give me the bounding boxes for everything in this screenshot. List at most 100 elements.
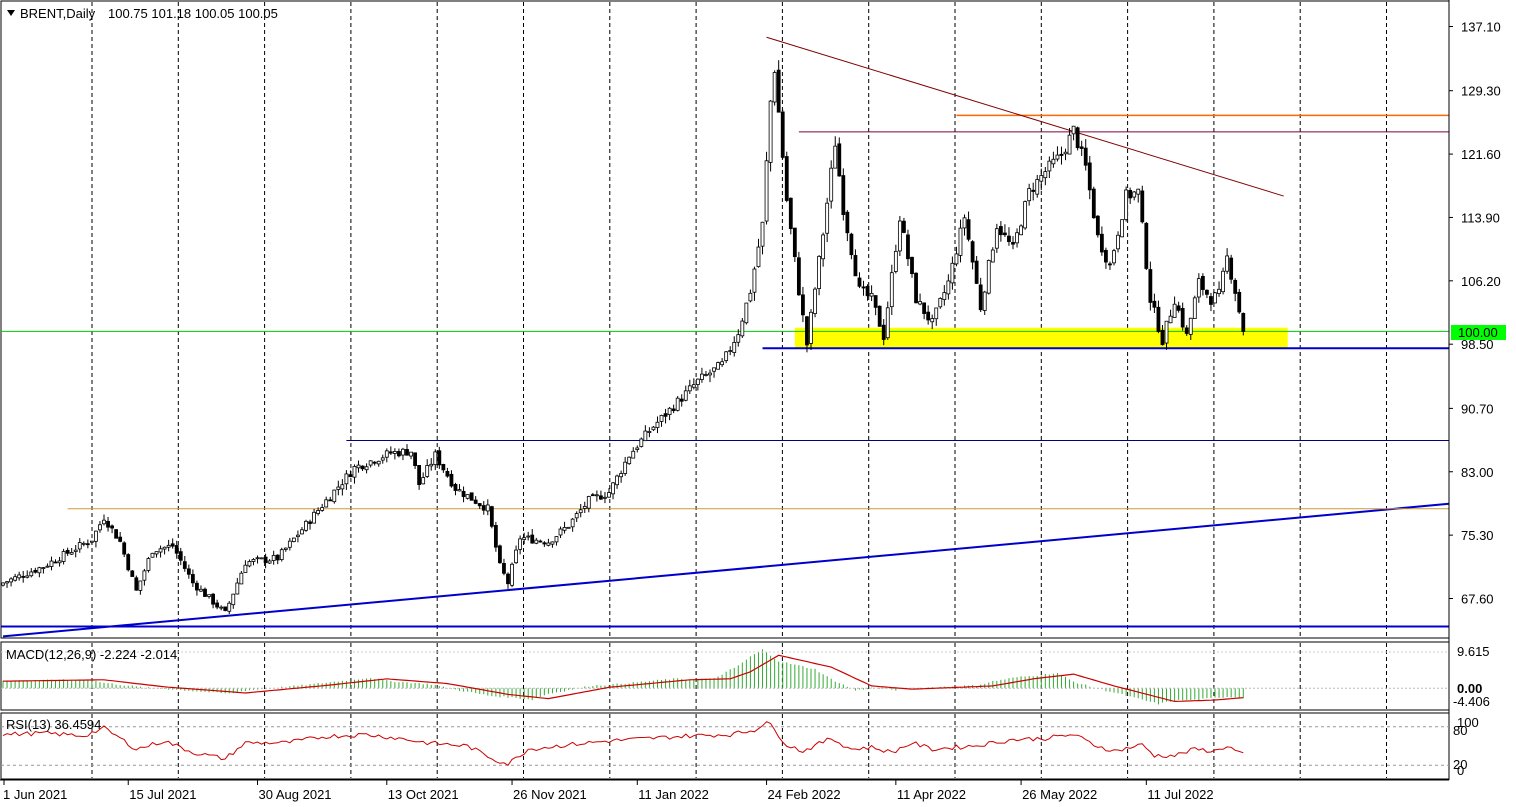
candle-down — [841, 175, 846, 215]
candle-up — [219, 606, 224, 609]
candle-up — [77, 542, 82, 550]
candle-down — [360, 465, 365, 470]
candle-down — [469, 492, 474, 501]
candle-up — [380, 457, 385, 461]
candle-up — [166, 544, 171, 548]
candle-up — [954, 253, 959, 265]
candle-up — [25, 575, 30, 578]
candle-up — [162, 546, 167, 550]
candle-down — [178, 551, 183, 561]
candle-down — [126, 554, 131, 571]
candle-up — [691, 384, 696, 388]
candle-up — [1023, 201, 1028, 229]
candle-up — [1019, 225, 1023, 236]
candle-up — [154, 551, 159, 555]
current-price-label: 100.00 — [1458, 325, 1498, 340]
candle-up — [510, 563, 514, 586]
candle-down — [776, 69, 781, 113]
candle-up — [300, 529, 304, 535]
candle-down — [1156, 306, 1161, 332]
price-tick-label: 106.20 — [1461, 274, 1501, 289]
candle-down — [1007, 235, 1011, 242]
candle-down — [85, 543, 90, 546]
candle-up — [251, 559, 256, 562]
candle-up — [821, 234, 826, 260]
candle-down — [122, 542, 127, 555]
candle-down — [1152, 300, 1157, 308]
candle-down — [1209, 296, 1213, 305]
candle-down — [441, 464, 446, 471]
price-tick-label: 137.10 — [1461, 20, 1501, 35]
candle-down — [1176, 305, 1181, 311]
candle-down — [1233, 279, 1238, 294]
candle-up — [291, 537, 296, 542]
candle-up — [336, 486, 341, 490]
candle-up — [817, 255, 821, 289]
candle-down — [1148, 269, 1153, 303]
price-tick-label: 121.60 — [1461, 147, 1501, 162]
collapse-triangle-icon[interactable] — [7, 10, 15, 16]
candle-down — [1104, 249, 1108, 263]
candle-up — [704, 374, 708, 376]
candle-down — [1031, 189, 1036, 192]
candle-up — [1112, 250, 1116, 264]
candle-up — [946, 280, 951, 295]
candle-down — [106, 520, 110, 528]
candle-up — [13, 576, 18, 581]
candle-down — [792, 227, 797, 258]
candle-down — [845, 211, 850, 234]
candle-down — [1128, 189, 1133, 199]
candle-up — [603, 496, 607, 499]
drawn-objects[interactable] — [1, 36, 1450, 638]
candle-up — [740, 320, 745, 337]
candle-up — [950, 262, 955, 284]
candle-up — [376, 460, 381, 465]
symbol-title: BRENT,Daily — [20, 6, 96, 21]
candle-down — [671, 408, 676, 412]
candle-up — [893, 250, 898, 272]
candle-up — [756, 246, 761, 268]
candle-up — [675, 397, 680, 411]
candle-up — [102, 519, 106, 525]
candle-down — [906, 234, 910, 260]
candle-up — [1015, 232, 1019, 244]
candle-down — [348, 474, 353, 478]
candle-down — [861, 286, 866, 289]
candle-down — [211, 593, 215, 605]
candle-down — [461, 490, 466, 497]
candle-up — [611, 482, 615, 495]
candle-up — [304, 520, 308, 531]
macd-histogram — [1, 649, 1449, 705]
candle-down — [203, 588, 207, 597]
candle-up — [81, 542, 86, 545]
candle-up — [1120, 219, 1124, 238]
candle-up — [94, 530, 98, 542]
candle-up — [324, 499, 329, 508]
candle-up — [752, 268, 757, 293]
candle-up — [744, 302, 749, 324]
macd-panel-frame — [0, 641, 1450, 711]
candle-up — [570, 518, 575, 528]
candle-down — [857, 277, 862, 287]
candle-down — [33, 569, 38, 573]
candle-down — [1160, 329, 1165, 346]
candle-up — [364, 466, 369, 471]
candle-down — [978, 284, 983, 311]
candle-up — [279, 549, 284, 560]
candle-down — [966, 219, 971, 240]
candle-up — [1047, 160, 1052, 172]
candles — [1, 60, 1246, 615]
candle-up — [518, 538, 523, 550]
candle-down — [788, 197, 793, 229]
candle-down — [1075, 127, 1080, 149]
candle-up — [550, 541, 555, 545]
candle-up — [89, 540, 94, 543]
candle-up — [522, 537, 527, 540]
candle-down — [1083, 147, 1088, 166]
candle-up — [724, 351, 729, 361]
candle-up — [1116, 234, 1120, 250]
time-tick-label: 30 Aug 2021 — [259, 787, 332, 802]
candle-down — [910, 256, 914, 275]
candle-up — [409, 451, 413, 457]
